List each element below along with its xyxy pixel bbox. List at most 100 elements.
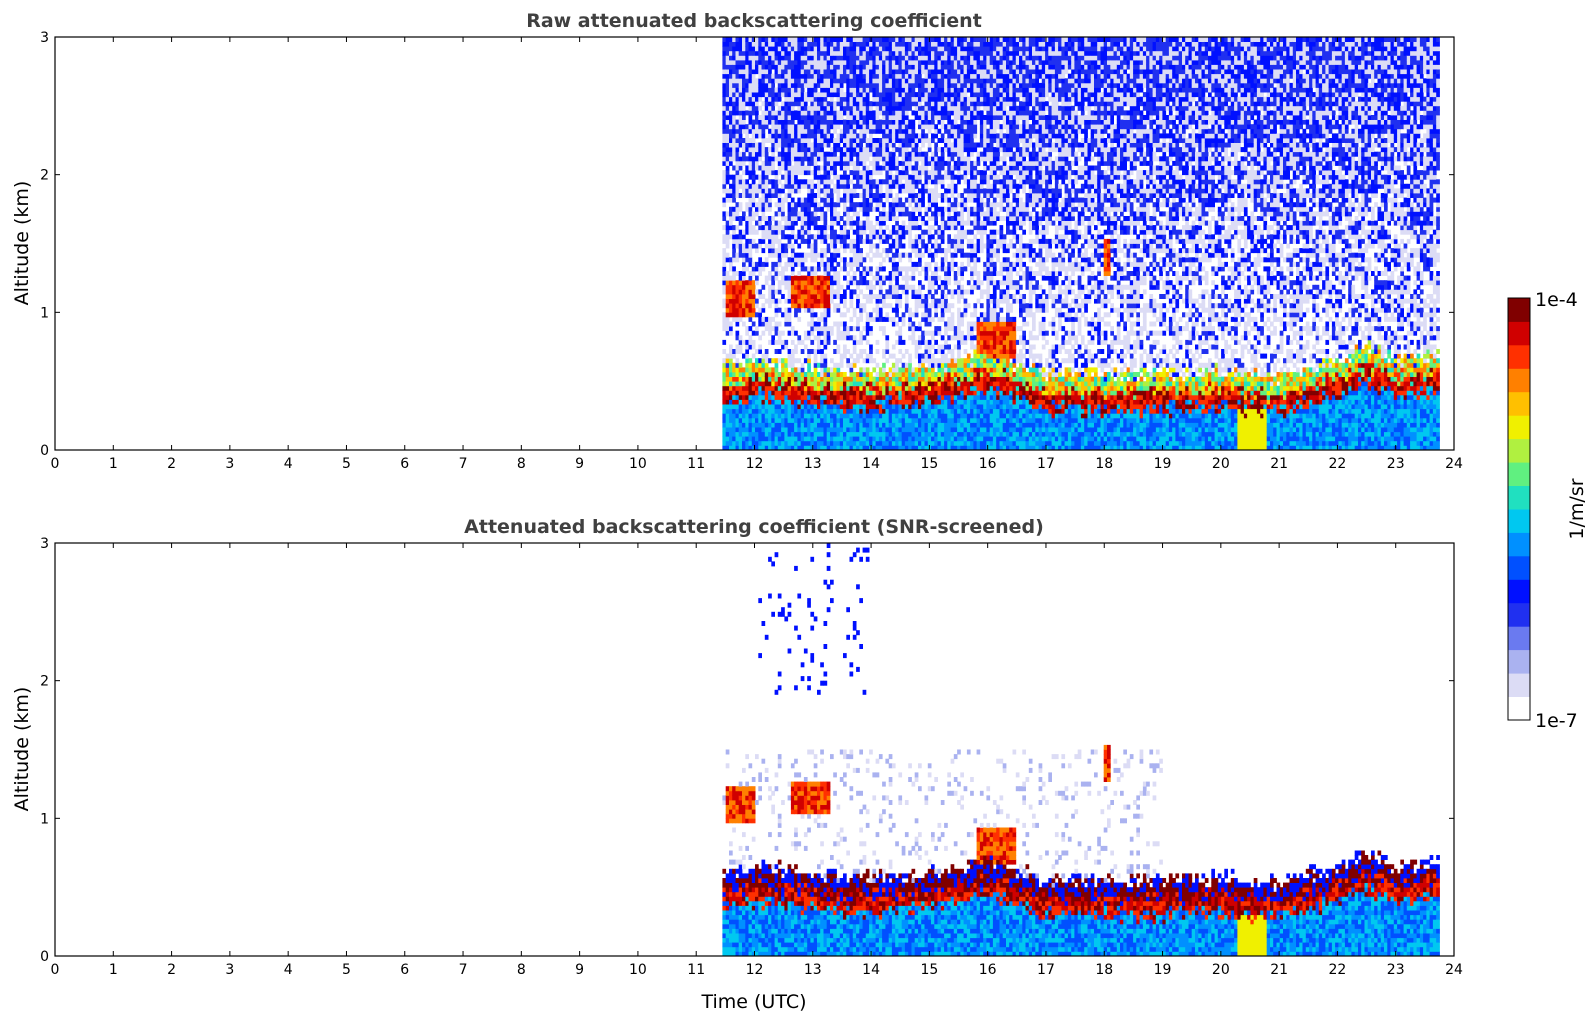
- heatmap-cell: [904, 73, 909, 79]
- heatmap-cell: [849, 92, 854, 98]
- heatmap-cell: [722, 115, 727, 120]
- heatmap-cell: [833, 160, 837, 166]
- heatmap-cell: [784, 390, 789, 396]
- heatmap-cell: [885, 160, 890, 166]
- heatmap-cell: [911, 445, 916, 451]
- heatmap-cell: [738, 312, 743, 318]
- heatmap-cell: [803, 422, 808, 428]
- heatmap-cell: [761, 358, 766, 364]
- heatmap-cell: [764, 280, 769, 286]
- heatmap-cell: [924, 188, 929, 194]
- heatmap-cell: [895, 179, 899, 185]
- heatmap-cell: [768, 445, 772, 451]
- heatmap-cell: [940, 381, 945, 387]
- heatmap-cell: [826, 326, 831, 332]
- heatmap-cell: [849, 197, 854, 203]
- heatmap-cell: [839, 82, 844, 88]
- heatmap-cell: [836, 183, 841, 189]
- heatmap-cell: [934, 133, 938, 139]
- heatmap-cell: [911, 193, 916, 198]
- heatmap-cell: [820, 216, 824, 221]
- heatmap-cell: [878, 440, 883, 446]
- heatmap-cell: [820, 298, 824, 304]
- heatmap-cell: [901, 234, 906, 240]
- heatmap-cell: [794, 390, 798, 396]
- heatmap-cell: [768, 404, 772, 410]
- heatmap-cell: [722, 390, 727, 396]
- heatmap-cell: [771, 128, 775, 134]
- heatmap-cell: [859, 142, 863, 148]
- heatmap-cell: [826, 413, 831, 419]
- heatmap-cell: [738, 50, 743, 56]
- heatmap-cell: [803, 216, 808, 221]
- heatmap-cell: [725, 151, 730, 157]
- heatmap-cell: [878, 445, 883, 451]
- heatmap-cell: [803, 445, 808, 451]
- heatmap-cell: [761, 367, 766, 373]
- heatmap-cell: [784, 307, 789, 313]
- heatmap-cell: [849, 353, 854, 359]
- heatmap-cell: [888, 64, 893, 70]
- heatmap-cell: [738, 289, 743, 295]
- heatmap-cell: [735, 101, 740, 107]
- heatmap-cell: [869, 408, 873, 414]
- heatmap-cell: [817, 298, 821, 304]
- heatmap-cell: [790, 358, 795, 364]
- heatmap-cell: [859, 50, 863, 56]
- heatmap-cell: [810, 376, 815, 382]
- heatmap-cell: [875, 399, 880, 405]
- heatmap-cell: [931, 202, 935, 208]
- heatmap-cell: [784, 78, 789, 84]
- heatmap-cell: [820, 59, 824, 65]
- heatmap-cell: [895, 41, 899, 47]
- heatmap-cell: [872, 427, 877, 433]
- heatmap-cell: [790, 330, 795, 336]
- heatmap-cell: [865, 252, 870, 258]
- heatmap-cell: [937, 358, 942, 364]
- heatmap-cell: [830, 151, 834, 157]
- heatmap-cell: [777, 138, 782, 143]
- heatmap-cell: [849, 78, 854, 84]
- heatmap-cell: [924, 124, 929, 130]
- heatmap-cell: [904, 170, 909, 176]
- heatmap-cell: [895, 165, 899, 171]
- heatmap-cell: [924, 46, 929, 52]
- heatmap-cell: [921, 64, 925, 70]
- heatmap-cell: [836, 133, 841, 139]
- heatmap-cell: [784, 243, 789, 249]
- heatmap-cell: [859, 105, 863, 111]
- heatmap-cell: [878, 37, 883, 42]
- heatmap-cell: [761, 128, 766, 134]
- heatmap-cell: [745, 372, 749, 377]
- heatmap-cell: [817, 193, 821, 198]
- heatmap-cell: [931, 188, 935, 194]
- heatmap-cell: [745, 294, 749, 299]
- heatmap-cell: [748, 87, 753, 93]
- heatmap-cell: [895, 183, 899, 189]
- heatmap-cell: [820, 326, 824, 332]
- heatmap-cell: [875, 408, 880, 414]
- heatmap-cell: [852, 238, 857, 244]
- heatmap-cell: [722, 431, 727, 437]
- heatmap-cell: [813, 404, 818, 410]
- heatmap-cell: [839, 243, 844, 249]
- heatmap-cell: [908, 124, 912, 130]
- heatmap-cell: [859, 440, 863, 446]
- heatmap-cell: [742, 160, 746, 166]
- heatmap-cell: [875, 417, 880, 423]
- heatmap-cell: [748, 64, 753, 70]
- heatmap-cell: [865, 339, 870, 345]
- heatmap-cell: [761, 321, 766, 327]
- heatmap-cell: [852, 445, 857, 451]
- heatmap-cell: [820, 206, 824, 212]
- heatmap-cell: [751, 294, 756, 299]
- heatmap-cell: [918, 445, 922, 451]
- heatmap-cell: [738, 96, 743, 102]
- heatmap-cell: [846, 73, 850, 79]
- heatmap-cell: [937, 431, 942, 437]
- heatmap-cell: [931, 92, 935, 98]
- heatmap-cell: [777, 165, 782, 171]
- heatmap-cell: [738, 59, 743, 65]
- heatmap-cell: [862, 280, 867, 286]
- heatmap-cell: [764, 408, 769, 414]
